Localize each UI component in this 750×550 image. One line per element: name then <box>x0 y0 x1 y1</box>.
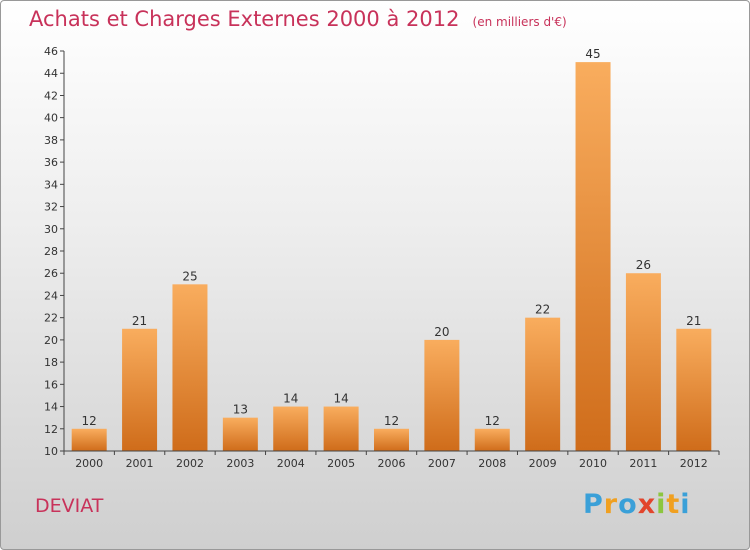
bar-2011 <box>625 273 661 451</box>
bar-value-label: 13 <box>233 403 248 417</box>
bar-value-label: 20 <box>434 325 449 339</box>
y-tick-label: 28 <box>44 245 58 258</box>
y-tick-label: 10 <box>44 445 58 458</box>
bar-2009 <box>525 317 561 451</box>
y-axis: 10 12 14 16 18 20 22 24 26 28 30 32 34 36 38 40 42 44 46 <box>44 45 65 458</box>
x-tick-label: 2005 <box>327 457 355 470</box>
x-axis: 2000 2001 2002 2003 2004 2005 2006 2007 2008 2009… <box>63 450 720 470</box>
y-tick-label: 20 <box>44 334 58 347</box>
bar-2006 <box>374 428 409 451</box>
bar-value-label: 22 <box>535 303 550 317</box>
bar-value-label: 12 <box>485 414 500 428</box>
y-tick-label: 24 <box>44 289 58 302</box>
y-tick-label: 30 <box>44 223 58 236</box>
bar-2007 <box>424 339 460 451</box>
y-tick-label: 26 <box>44 267 58 280</box>
bar-2004 <box>273 406 309 451</box>
bar-value-label: 12 <box>384 414 399 428</box>
x-tick-label: 2003 <box>226 457 254 470</box>
x-tick-label: 2002 <box>176 457 204 470</box>
x-tick-label: 2011 <box>629 457 657 470</box>
x-tick-label: 2001 <box>126 457 154 470</box>
y-tick-label: 42 <box>44 89 58 102</box>
y-tick-label: 38 <box>44 134 58 147</box>
x-tick-label: 2000 <box>75 457 103 470</box>
y-tick-label: 40 <box>44 112 58 125</box>
chart-title: Achats et Charges Externes 2000 à 2012 (… <box>29 7 567 31</box>
x-tick-label: 2010 <box>579 457 607 470</box>
bar-value-label: 14 <box>283 392 298 406</box>
chart-unit-label: (en milliers d'€) <box>472 15 567 29</box>
y-tick-label: 44 <box>44 67 58 80</box>
bar-value-label: 25 <box>182 269 197 283</box>
x-tick-label: 2006 <box>378 457 406 470</box>
bar-value-label: 14 <box>333 392 348 406</box>
bar-value-label: 21 <box>686 314 701 328</box>
y-tick-label: 16 <box>44 378 58 391</box>
bar-value-label: 26 <box>636 258 651 272</box>
y-tick-label: 34 <box>44 178 58 191</box>
y-tick-label: 46 <box>44 45 58 58</box>
bar-value-label: 12 <box>82 414 97 428</box>
x-tick-label: 2007 <box>428 457 456 470</box>
y-tick-label: 32 <box>44 201 58 214</box>
bar-value-label: 21 <box>132 314 147 328</box>
x-tick-label: 2009 <box>529 457 557 470</box>
proxiti-logo: Proxiti <box>583 489 691 520</box>
x-tick-label: 2012 <box>680 457 708 470</box>
commune-name: DEVIAT <box>35 495 104 517</box>
y-tick-label: 14 <box>44 401 58 414</box>
bar-2002 <box>172 284 208 451</box>
chart-title-text: Achats et Charges Externes 2000 à 2012 <box>29 7 460 31</box>
bar-2008 <box>474 428 510 451</box>
x-tick-label: 2008 <box>478 457 506 470</box>
bar-2005 <box>323 406 359 451</box>
y-tick-label: 12 <box>44 423 58 436</box>
bar-2012 <box>676 328 712 451</box>
bar-2010 <box>575 62 611 451</box>
y-tick-label: 18 <box>44 356 58 369</box>
bars: 12 21 25 13 14 14 12 20 12 22 45 26 21 <box>71 47 712 451</box>
y-tick-label: 22 <box>44 312 58 325</box>
bar-2000 <box>71 428 107 451</box>
y-tick-label: 36 <box>44 156 58 169</box>
bar-value-label: 45 <box>585 47 600 61</box>
bar-2001 <box>122 328 158 451</box>
x-tick-label: 2004 <box>277 457 305 470</box>
bar-2003 <box>222 417 258 451</box>
